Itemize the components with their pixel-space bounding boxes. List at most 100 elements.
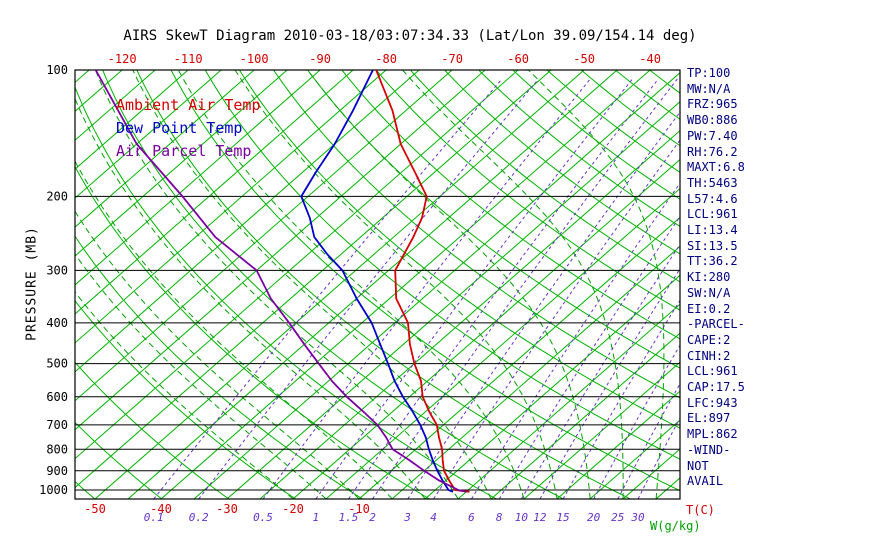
mixing-ratio-line — [637, 416, 680, 499]
top-temp-tick-label: -110 — [174, 52, 203, 66]
dry-adiabat-line — [341, 70, 680, 340]
pressure-tick-label: 200 — [46, 189, 68, 203]
dry-adiabat-line — [75, 361, 229, 499]
dry-adiabat-line — [75, 480, 96, 499]
mixing-ratio-tick-label: 12 — [533, 511, 547, 524]
bottom-temp-tick-label: -40 — [150, 502, 172, 516]
isotherm-line — [556, 390, 680, 499]
stat-line: NOT — [687, 458, 709, 473]
isotherm-line — [75, 70, 387, 344]
bottom-temp-tick-label: -30 — [216, 502, 238, 516]
isotherm-line — [457, 303, 680, 499]
isotherm-line — [75, 70, 222, 199]
isotherm-line — [75, 70, 453, 402]
mixing-ratio-line — [617, 382, 680, 499]
pressure-tick-label: 900 — [46, 464, 68, 478]
isotherm-line — [193, 72, 680, 499]
top-temp-tick-label: -90 — [309, 52, 331, 66]
stat-line: EL:897 — [687, 411, 731, 426]
top-temp-tick-label: -80 — [375, 52, 397, 66]
top-temp-tick-label: -50 — [573, 52, 595, 66]
moist-adiabat-line — [755, 70, 870, 499]
moist-adiabat-line — [524, 70, 665, 499]
moist-adiabat-line — [821, 70, 870, 499]
mixing-ratio-line — [315, 78, 633, 499]
stat-line: LI:13.4 — [687, 223, 738, 238]
mixing-ratio-line — [407, 111, 680, 499]
moist-adiabat-line — [75, 160, 393, 499]
stats-panel: TP:100 MW:N/A FRZ:965 WB0:886 PW:7.40 RH:76.2… — [687, 66, 745, 490]
legend-ambient-temp: Ambient Air Temp — [116, 96, 261, 114]
isotherm-line — [160, 70, 651, 499]
isotherm-line — [75, 70, 519, 460]
stat-line: L57:4.6 — [687, 191, 738, 206]
isotherm-line — [424, 274, 680, 499]
top-temp-tick-label: -40 — [639, 52, 661, 66]
stat-line: -WIND- — [687, 442, 731, 457]
mixing-ratio-line — [562, 299, 680, 499]
stat-line: SI:13.5 — [687, 238, 738, 253]
legend-air-parcel-temp: Air Parcel Temp — [116, 142, 252, 160]
stat-line: PW:7.40 — [687, 128, 738, 143]
mixing-ratio-line — [593, 344, 680, 499]
bottom-temp-tick-label: -10 — [348, 502, 370, 516]
dry-adiabat-line — [376, 70, 680, 311]
mixing-ratio-tick-label: 25 — [611, 511, 624, 524]
moist-adiabat-line — [130, 70, 492, 499]
stat-line: LCL:961 — [687, 364, 738, 379]
isotherm-line — [94, 70, 585, 499]
mixing-ratio-line — [521, 243, 680, 499]
isotherm-line — [127, 70, 618, 499]
mixing-ratio-tick-label: 2 — [369, 511, 376, 524]
mixing-ratio-tick-label: 15 — [556, 511, 569, 524]
mixing-ratio-line — [433, 139, 680, 499]
dry-adiabat-line — [581, 70, 680, 147]
dry-adiabat-line — [170, 70, 680, 492]
dry-adiabat-line — [205, 70, 680, 460]
mixing-ratio-line — [348, 78, 659, 499]
dry-adiabat-line — [102, 70, 564, 499]
dry-adiabat-line — [547, 70, 680, 173]
dry-adiabat-line — [239, 70, 680, 429]
pressure-tick-label: 300 — [46, 263, 68, 277]
mixing-ratio-tick-label: 0.2 — [189, 511, 209, 524]
moist-adiabat-line — [75, 291, 294, 499]
dry-adiabat-line — [75, 235, 363, 499]
stat-line: AVAIL — [687, 474, 724, 489]
isotherm-line — [75, 70, 552, 489]
moist-adiabat-line — [232, 70, 558, 499]
isotherm-line — [523, 361, 680, 499]
mixing-ratio-tick-label: 1 — [312, 511, 319, 524]
dry-adiabat-line — [75, 165, 430, 499]
isotherm-line — [75, 70, 189, 170]
mixing-ratio-tick-label: 1.5 — [339, 511, 359, 524]
isotherm-line — [325, 187, 680, 499]
data-curves-layer — [94, 70, 470, 493]
stat-line: MW:N/A — [687, 81, 731, 96]
stat-line: LCL:961 — [687, 207, 738, 222]
isotherm-line — [821, 70, 870, 499]
stat-line: KI:280 — [687, 270, 731, 285]
mixing-ratio-line — [153, 78, 503, 499]
dry-adiabat-line — [444, 70, 680, 255]
legend-dew-point-temp: Dew Point Temp — [116, 119, 243, 137]
top-temp-tick-label: -60 — [507, 52, 529, 66]
plot-border — [74, 69, 681, 500]
moist-adiabat-line — [175, 70, 525, 499]
mixing-ratio-tick-label: 8 — [496, 511, 503, 524]
stat-line: RH:76.2 — [687, 144, 738, 159]
stat-line: TH:5463 — [687, 175, 738, 190]
stat-line: CINH:2 — [687, 348, 731, 363]
isotherm-line — [259, 129, 680, 499]
mixing-ratio-tick-label: 3 — [403, 511, 411, 524]
isotherm-line — [490, 332, 680, 499]
stat-line: FRZ:965 — [687, 97, 738, 112]
mixing-ratio-line — [498, 215, 680, 499]
isotherm-line — [75, 70, 486, 431]
dry-adiabat-line — [649, 70, 680, 94]
dry-adiabat-line — [410, 70, 680, 283]
dry-adiabat-line — [75, 421, 162, 499]
mixing-ratio-tick-label: 0.1 — [144, 511, 164, 524]
pressure-tick-label: 700 — [46, 418, 68, 432]
